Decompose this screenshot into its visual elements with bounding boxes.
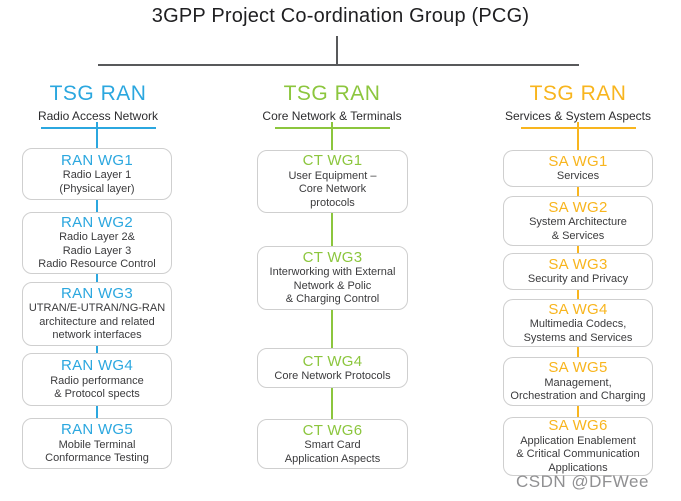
wg-box-ct-wg4: CT WG4 Core Network Protocols bbox=[257, 348, 408, 388]
tsg-ran-subtitle: Radio Access Network bbox=[37, 109, 159, 123]
page-title: 3GPP Project Co-ordination Group (PCG) bbox=[151, 5, 530, 27]
wg-box-desc: System Architecture & Services bbox=[529, 216, 627, 242]
connector-line bbox=[96, 346, 98, 353]
tsg-ran-header: TSG RAN Radio Access Network bbox=[5, 82, 191, 129]
connector-line bbox=[331, 388, 333, 419]
wg-box-title: SA WG3 bbox=[548, 256, 608, 274]
wg-box-sa-wg4: SA WG4 Multimedia Codecs, Systems and Se… bbox=[503, 299, 653, 347]
wg-box-title: RAN WG4 bbox=[60, 357, 134, 375]
wg-box-desc: Application Enablement & Critical Commun… bbox=[516, 434, 640, 474]
wg-box-ran-wg4: RAN WG4 Radio performance & Protocol spe… bbox=[22, 353, 172, 406]
connector-line bbox=[577, 122, 579, 150]
connector-line bbox=[96, 200, 98, 212]
wg-box-ct-wg1: CT WG1 User Equipment – Core Network pro… bbox=[257, 150, 408, 213]
wg-box-ran-wg1: RAN WG1 Radio Layer 1 (Physical layer) bbox=[22, 148, 172, 200]
connector-line bbox=[577, 290, 579, 299]
wg-box-title: SA WG2 bbox=[548, 198, 608, 216]
wg-box-title: SA WG5 bbox=[548, 359, 608, 377]
wg-box-title: CT WG6 bbox=[302, 421, 363, 439]
wg-box-ran-wg5: RAN WG5 Mobile Terminal Conformance Test… bbox=[22, 418, 172, 469]
wg-box-desc: Radio performance & Protocol spects bbox=[50, 374, 144, 401]
wg-box-sa-wg5: SA WG5 Management, Orchestration and Cha… bbox=[503, 357, 653, 406]
wg-box-desc: Interworking with External Network & Pol… bbox=[269, 266, 396, 306]
wg-box-sa-wg1: SA WG1 Services bbox=[503, 150, 653, 187]
connector-line bbox=[96, 406, 98, 418]
wg-box-desc: Radio Layer 1 (Physical layer) bbox=[59, 169, 135, 195]
wg-box-title: RAN WG3 bbox=[60, 284, 134, 302]
wg-box-title: CT WG1 bbox=[302, 152, 363, 170]
wg-box-title: SA WG6 bbox=[548, 417, 608, 435]
wg-box-title: RAN WG1 bbox=[60, 151, 134, 169]
tsg-ct-title: TSG RAN bbox=[283, 82, 381, 105]
connector-line bbox=[331, 122, 333, 150]
wg-box-desc: Security and Privacy bbox=[527, 273, 629, 286]
wg-box-desc: Management, Orchestration and Charging bbox=[510, 376, 646, 403]
watermark: CSDN @DFWee bbox=[516, 472, 649, 491]
tsg-sa-header: TSG RAN Services & System Aspects bbox=[485, 82, 671, 129]
wg-box-desc: Mobile Terminal Conformance Testing bbox=[45, 438, 149, 465]
wg-box-title: SA WG4 bbox=[548, 300, 608, 318]
wg-box-title: RAN WG2 bbox=[60, 213, 134, 231]
wg-box-desc: UTRAN/E-UTRAN/NG-RAN architecture and re… bbox=[28, 302, 166, 342]
wg-box-desc: Core Network Protocols bbox=[274, 369, 391, 382]
wg-box-sa-wg3: SA WG3 Security and Privacy bbox=[503, 253, 653, 290]
connector-line bbox=[577, 347, 579, 357]
wg-box-sa-wg6: SA WG6 Application Enablement & Critical… bbox=[503, 417, 653, 476]
wg-box-desc: User Equipment – Core Network protocols bbox=[288, 169, 377, 209]
tsg-ran-title: TSG RAN bbox=[49, 82, 147, 105]
connector-line bbox=[577, 187, 579, 196]
title-connector-horizontal-line bbox=[98, 64, 579, 66]
tsg-sa-title: TSG RAN bbox=[529, 82, 627, 105]
wg-box-ct-wg3: CT WG3 Interworking with External Networ… bbox=[257, 246, 408, 310]
wg-box-desc: Multimedia Codecs, Systems and Services bbox=[523, 318, 633, 344]
connector-line bbox=[577, 246, 579, 253]
connector-line bbox=[331, 213, 333, 246]
wg-box-title: CT WG4 bbox=[302, 352, 363, 370]
connector-line bbox=[577, 406, 579, 417]
wg-box-ran-wg2: RAN WG2 Radio Layer 2& Radio Layer 3 Rad… bbox=[22, 212, 172, 274]
tsg-ran-underline bbox=[40, 127, 156, 129]
wg-box-title: CT WG3 bbox=[302, 248, 363, 266]
wg-box-ct-wg6: CT WG6 Smart Card Application Aspects bbox=[257, 419, 408, 469]
wg-box-ran-wg3: RAN WG3 UTRAN/E-UTRAN/NG-RAN architectur… bbox=[22, 282, 172, 346]
wg-box-desc: Smart Card Application Aspects bbox=[284, 439, 381, 465]
tsg-ct-subtitle: Core Network & Terminals bbox=[262, 109, 402, 123]
connector-line bbox=[96, 122, 98, 148]
wg-box-title: RAN WG5 bbox=[60, 421, 134, 439]
connector-line bbox=[96, 274, 98, 282]
title-connector-vertical-line bbox=[336, 36, 338, 64]
wg-box-sa-wg2: SA WG2 System Architecture & Services bbox=[503, 196, 653, 246]
wg-box-desc: Radio Layer 2& Radio Layer 3 Radio Resou… bbox=[38, 231, 156, 271]
wg-box-desc: Services bbox=[556, 170, 600, 183]
wg-box-title: SA WG1 bbox=[548, 153, 608, 171]
connector-line bbox=[331, 310, 333, 348]
tsg-sa-subtitle: Services & System Aspects bbox=[504, 109, 652, 123]
